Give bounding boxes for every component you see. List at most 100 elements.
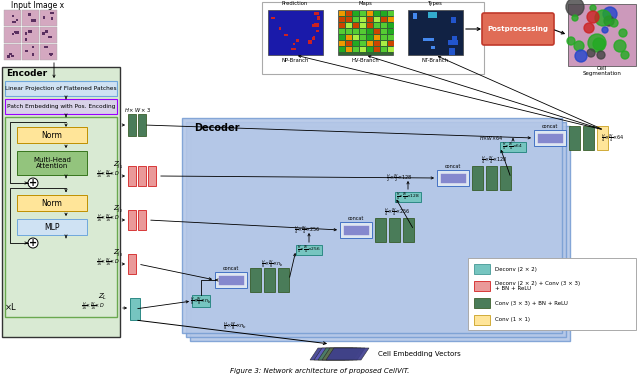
Bar	[316, 30, 319, 32]
Bar	[339, 29, 345, 34]
Text: Norm: Norm	[42, 199, 63, 208]
Text: concat: concat	[445, 164, 461, 168]
Bar	[192, 295, 210, 307]
Text: concat: concat	[223, 265, 239, 270]
Bar	[360, 41, 366, 46]
Bar	[128, 254, 136, 274]
Bar	[343, 225, 369, 235]
Bar	[346, 29, 352, 34]
Bar	[374, 17, 380, 22]
Bar	[250, 268, 261, 292]
Text: $\frac{H}{16}{\times}\frac{W}{16}{\times}D$: $\frac{H}{16}{\times}\frac{W}{16}{\times…	[96, 168, 120, 180]
Bar	[583, 126, 594, 150]
Bar	[138, 210, 146, 230]
Bar	[474, 298, 490, 308]
Bar	[375, 218, 386, 242]
Bar	[130, 298, 140, 320]
Text: Postprocessing: Postprocessing	[488, 26, 548, 32]
Bar	[346, 41, 352, 46]
Bar	[264, 268, 275, 292]
Bar	[50, 12, 54, 14]
Text: $\frac{H}{8}{\times}\frac{W}{8}{\times}n_b$: $\frac{H}{8}{\times}\frac{W}{8}{\times}n…	[223, 320, 247, 332]
Bar	[49, 53, 53, 55]
Bar	[374, 47, 380, 52]
Bar	[597, 126, 608, 150]
Text: Multi-Head
Attention: Multi-Head Attention	[33, 156, 71, 170]
Bar	[353, 41, 359, 46]
Bar	[448, 40, 458, 45]
Bar	[367, 47, 373, 52]
Bar	[312, 24, 315, 27]
Bar	[367, 29, 373, 34]
Bar	[4, 10, 21, 26]
Bar	[22, 27, 39, 43]
Bar	[4, 27, 21, 43]
Bar	[452, 36, 457, 42]
Bar	[374, 23, 380, 28]
Bar	[22, 10, 39, 26]
Bar	[346, 35, 352, 40]
Bar	[537, 133, 563, 143]
Bar	[381, 17, 387, 22]
Bar	[374, 29, 380, 34]
Text: $H{\times}W{\times}64$: $H{\times}W{\times}64$	[479, 134, 504, 142]
Bar	[293, 43, 295, 45]
Bar	[32, 46, 34, 48]
Circle shape	[621, 51, 629, 59]
Bar	[40, 27, 57, 43]
Text: Encoder: Encoder	[6, 70, 47, 79]
Text: Conv (3 × 3) + BN + ReLU: Conv (3 × 3) + BN + ReLU	[495, 300, 568, 305]
Bar	[346, 11, 352, 16]
Bar	[16, 19, 18, 21]
Bar	[451, 17, 456, 23]
Bar	[32, 53, 34, 56]
Text: Linear Projection of Flattened Patches: Linear Projection of Flattened Patches	[5, 86, 117, 91]
Bar	[388, 11, 394, 16]
Text: concat: concat	[542, 123, 558, 129]
Bar	[388, 17, 394, 22]
Text: $\frac{H}{4}{\times}\frac{W}{4}{\times}64$: $\frac{H}{4}{\times}\frac{W}{4}{\times}6…	[502, 141, 524, 153]
Text: $\frac{H}{4}{\times}\frac{W}{4}{\times}256$: $\frac{H}{4}{\times}\frac{W}{4}{\times}2…	[384, 206, 410, 218]
Text: MLP: MLP	[44, 223, 60, 232]
Bar	[381, 29, 387, 34]
Bar	[388, 47, 394, 52]
Text: Input Image x: Input Image x	[12, 2, 65, 11]
Bar	[296, 245, 322, 255]
Bar	[395, 192, 421, 202]
Bar	[9, 53, 12, 55]
Bar	[367, 17, 373, 22]
Text: $\frac{H}{8}{\times}\frac{W}{8}{\times}n_b$: $\frac{H}{8}{\times}\frac{W}{8}{\times}n…	[190, 295, 212, 307]
Text: $Z_{j_3}$: $Z_{j_3}$	[113, 247, 123, 259]
Text: $\frac{H}{4}{\times}\frac{W}{4}{\times}64$: $\frac{H}{4}{\times}\frac{W}{4}{\times}6…	[601, 132, 624, 144]
Bar	[449, 48, 455, 55]
Bar	[500, 166, 511, 190]
Polygon shape	[318, 348, 361, 360]
Bar	[284, 34, 288, 36]
Bar	[339, 17, 345, 22]
Circle shape	[590, 5, 596, 11]
Circle shape	[593, 38, 605, 50]
Bar	[428, 12, 437, 18]
Bar	[388, 41, 394, 46]
Bar	[148, 166, 156, 186]
Text: +: +	[29, 178, 37, 188]
Bar	[5, 81, 117, 96]
Text: Decoder: Decoder	[194, 123, 239, 133]
Bar	[190, 126, 570, 341]
Bar	[5, 117, 117, 317]
Bar	[569, 126, 580, 150]
Bar	[44, 46, 48, 48]
Bar	[17, 127, 87, 143]
Bar	[182, 118, 562, 333]
Bar	[4, 44, 21, 60]
Polygon shape	[310, 348, 353, 360]
Text: $\frac{H}{4}{\times}\frac{W}{4}{\times}256$: $\frac{H}{4}{\times}\frac{W}{4}{\times}2…	[294, 224, 320, 236]
Bar	[474, 281, 490, 291]
Bar	[50, 53, 52, 56]
Bar	[25, 38, 27, 41]
Bar	[48, 36, 52, 38]
Bar	[128, 114, 136, 136]
Text: +: +	[29, 238, 37, 248]
Circle shape	[610, 19, 618, 27]
Bar	[128, 210, 136, 230]
